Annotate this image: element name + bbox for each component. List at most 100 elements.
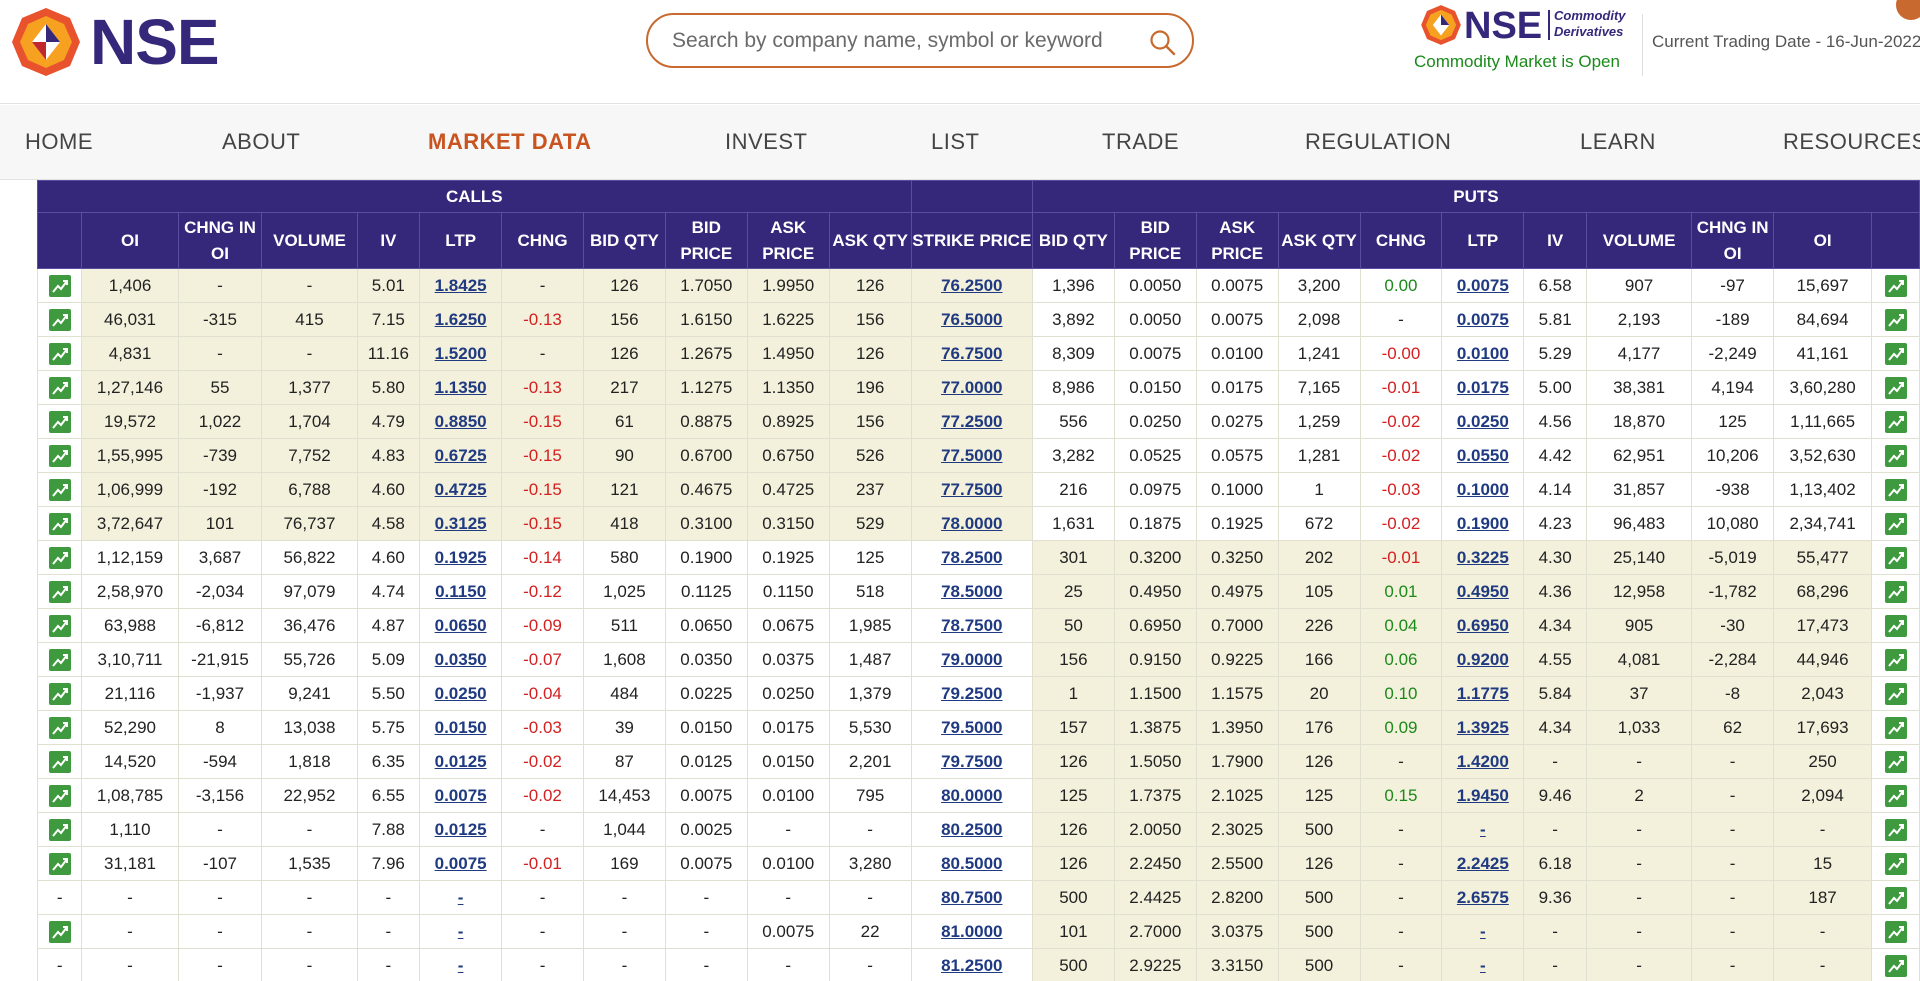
chart-icon[interactable] bbox=[1884, 750, 1907, 773]
put-col-ltp[interactable]: LTP bbox=[1441, 212, 1525, 269]
put-col-bid-price[interactable]: BID PRICE bbox=[1113, 212, 1197, 269]
call-ltp-cell[interactable]: - bbox=[419, 880, 503, 915]
strike-price-cell[interactable]: 80.5000 bbox=[910, 846, 1033, 881]
put-ltp-link[interactable]: 0.1900 bbox=[1456, 513, 1509, 533]
chart-icon[interactable] bbox=[1884, 886, 1907, 909]
put-ltp-cell[interactable]: 0.4950 bbox=[1441, 574, 1525, 609]
nav-about[interactable]: ABOUT bbox=[222, 129, 301, 154]
put-ltp-link[interactable]: 0.0550 bbox=[1456, 445, 1509, 465]
call-ltp-link[interactable]: 0.6725 bbox=[434, 445, 487, 465]
put-chart-cell[interactable] bbox=[1871, 880, 1920, 915]
put-ltp-cell[interactable]: 0.1900 bbox=[1441, 506, 1525, 541]
put-col-bid-qty[interactable]: BID QTY bbox=[1031, 212, 1115, 269]
strike-price-link[interactable]: 77.2500 bbox=[941, 411, 1003, 431]
call-ltp-link[interactable]: 0.0250 bbox=[434, 683, 487, 703]
call-chart-cell[interactable] bbox=[36, 336, 83, 371]
call-ltp-link[interactable]: 1.8425 bbox=[434, 275, 487, 295]
chart-icon[interactable] bbox=[1884, 716, 1907, 739]
call-ltp-cell[interactable]: 0.0125 bbox=[419, 812, 503, 847]
strike-price-cell[interactable]: 78.0000 bbox=[910, 506, 1033, 541]
put-ltp-cell[interactable]: 0.6950 bbox=[1441, 608, 1525, 643]
chart-icon[interactable] bbox=[1884, 954, 1907, 977]
chart-icon[interactable] bbox=[1884, 274, 1907, 297]
put-ltp-cell[interactable]: 1.4200 bbox=[1441, 744, 1525, 779]
call-ltp-link[interactable]: 0.1925 bbox=[434, 547, 487, 567]
put-col-ask-qty[interactable]: ASK QTY bbox=[1277, 212, 1361, 269]
call-ltp-link[interactable]: 0.4725 bbox=[434, 479, 487, 499]
call-col-oi[interactable]: OI bbox=[81, 212, 179, 269]
chart-icon[interactable] bbox=[1884, 682, 1907, 705]
call-ltp-cell[interactable]: 0.0650 bbox=[419, 608, 503, 643]
strike-price-link[interactable]: 78.0000 bbox=[941, 513, 1003, 533]
call-chart-cell[interactable] bbox=[36, 404, 83, 439]
call-col-bid-qty[interactable]: BID QTY bbox=[582, 212, 666, 269]
put-chart-cell[interactable] bbox=[1871, 608, 1920, 643]
strike-price-cell[interactable]: 77.0000 bbox=[910, 370, 1033, 405]
put-chart-cell[interactable] bbox=[1871, 676, 1920, 711]
put-chart-cell[interactable] bbox=[1871, 404, 1920, 439]
put-ltp-link[interactable]: 2.6575 bbox=[1456, 887, 1509, 907]
call-ltp-link[interactable]: - bbox=[457, 921, 464, 941]
strike-price-cell[interactable]: 80.2500 bbox=[910, 812, 1033, 847]
call-chart-cell[interactable] bbox=[36, 506, 83, 541]
put-ltp-cell[interactable]: 1.3925 bbox=[1441, 710, 1525, 745]
call-ltp-cell[interactable]: 0.0125 bbox=[419, 744, 503, 779]
call-ltp-link[interactable]: 0.8850 bbox=[434, 411, 487, 431]
nav-trade[interactable]: TRADE bbox=[1102, 129, 1180, 154]
put-chart-cell[interactable] bbox=[1871, 846, 1920, 881]
put-ltp-link[interactable]: 0.1000 bbox=[1456, 479, 1509, 499]
strike-price-link[interactable]: 77.7500 bbox=[941, 479, 1003, 499]
put-chart-cell[interactable] bbox=[1871, 302, 1920, 337]
strike-price-link[interactable]: 80.5000 bbox=[941, 853, 1003, 873]
put-ltp-link[interactable]: 1.1775 bbox=[1456, 683, 1509, 703]
strike-price-link[interactable]: 79.0000 bbox=[941, 649, 1003, 669]
chart-icon[interactable] bbox=[1884, 648, 1907, 671]
strike-price-link[interactable]: 80.2500 bbox=[941, 819, 1003, 839]
call-chart-cell[interactable] bbox=[36, 914, 83, 949]
put-chart-cell[interactable] bbox=[1871, 370, 1920, 405]
brand-name[interactable]: NSE bbox=[90, 6, 220, 78]
call-ltp-cell[interactable]: 0.0075 bbox=[419, 846, 503, 881]
call-ltp-cell[interactable]: 1.1350 bbox=[419, 370, 503, 405]
chart-icon[interactable] bbox=[48, 852, 71, 875]
call-ltp-link[interactable]: 0.0150 bbox=[434, 717, 487, 737]
put-ltp-link[interactable]: 0.9200 bbox=[1456, 649, 1509, 669]
strike-price-cell[interactable]: 77.7500 bbox=[910, 472, 1033, 507]
chart-icon[interactable] bbox=[1884, 920, 1907, 943]
call-ltp-link[interactable]: 0.0650 bbox=[434, 615, 487, 635]
put-col-chng[interactable]: CHNG bbox=[1359, 212, 1443, 269]
put-ltp-link[interactable]: - bbox=[1480, 921, 1486, 941]
put-ltp-link[interactable]: - bbox=[1480, 955, 1486, 975]
call-chart-cell[interactable] bbox=[36, 540, 83, 575]
strike-price-cell[interactable]: 76.5000 bbox=[910, 302, 1033, 337]
put-ltp-cell[interactable]: 2.6575 bbox=[1441, 880, 1525, 915]
call-ltp-link[interactable]: 0.0075 bbox=[434, 853, 487, 873]
call-col-ask-price[interactable]: ASK PRICE bbox=[746, 212, 830, 269]
chart-icon[interactable] bbox=[1884, 580, 1907, 603]
put-chart-cell[interactable] bbox=[1871, 642, 1920, 677]
strike-price-link[interactable]: 76.7500 bbox=[941, 343, 1003, 363]
call-col-chng[interactable]: CHNG bbox=[501, 212, 584, 269]
strike-price-cell[interactable]: 78.5000 bbox=[910, 574, 1033, 609]
put-chart-cell[interactable] bbox=[1871, 778, 1920, 813]
call-ltp-link[interactable]: 1.1350 bbox=[434, 377, 487, 397]
put-chart-cell[interactable] bbox=[1871, 710, 1920, 745]
nav-invest[interactable]: INVEST bbox=[725, 129, 808, 154]
put-chart-cell[interactable] bbox=[1871, 268, 1920, 303]
call-chart-cell[interactable] bbox=[36, 676, 83, 711]
put-ltp-link[interactable]: 1.4200 bbox=[1456, 751, 1509, 771]
put-ltp-cell[interactable]: 0.0175 bbox=[1441, 370, 1525, 405]
call-ltp-cell[interactable]: 1.6250 bbox=[419, 302, 503, 337]
call-ltp-link[interactable]: 0.0350 bbox=[434, 649, 487, 669]
chart-icon[interactable] bbox=[1884, 512, 1907, 535]
put-ltp-link[interactable]: 1.9450 bbox=[1456, 785, 1509, 805]
strike-price-cell[interactable]: 81.0000 bbox=[910, 914, 1033, 949]
chart-icon[interactable] bbox=[1884, 546, 1907, 569]
put-ltp-cell[interactable]: 0.0550 bbox=[1441, 438, 1525, 473]
strike-price-cell[interactable]: 79.7500 bbox=[910, 744, 1033, 779]
nse-logo-icon[interactable] bbox=[10, 6, 82, 78]
call-ltp-link[interactable]: 1.6250 bbox=[434, 309, 487, 329]
put-ltp-link[interactable]: 0.6950 bbox=[1456, 615, 1509, 635]
strike-price-cell[interactable]: 77.2500 bbox=[910, 404, 1033, 439]
chart-icon[interactable] bbox=[48, 546, 71, 569]
